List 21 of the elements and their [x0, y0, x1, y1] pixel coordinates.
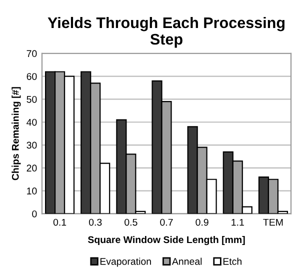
y-tick-label: 0: [32, 210, 37, 218]
y-tick-label: 50: [26, 96, 37, 103]
legend-label: Etch: [223, 258, 242, 265]
x-tick-label: 0.9: [196, 218, 208, 226]
y-tick-label: 40: [26, 118, 37, 126]
y-tick-label: 30: [26, 142, 37, 149]
legend-label: Evaporation: [100, 258, 151, 267]
x-tick-label: 0.1: [53, 218, 66, 226]
y-axis-title: Chips Remaining [#]: [12, 87, 21, 180]
y-tick-label: 60: [26, 73, 37, 80]
y-tick-label: 10: [27, 188, 37, 194]
x-tick-label: 0.7: [160, 218, 173, 226]
chart-title: Yields Through Each Processing Step: [48, 16, 284, 48]
x-axis-title: Square Window Side Length [mm]: [88, 236, 245, 246]
x-tick-label: TEM: [263, 218, 283, 226]
x-tick-label: 0.3: [88, 218, 102, 226]
y-tick-label: 20: [26, 164, 37, 172]
x-tick-label: 1.1: [232, 218, 244, 226]
legend-label: Anneal: [172, 258, 202, 265]
y-tick-label: 70: [26, 50, 37, 58]
x-tick-label: 0.5: [124, 218, 138, 226]
